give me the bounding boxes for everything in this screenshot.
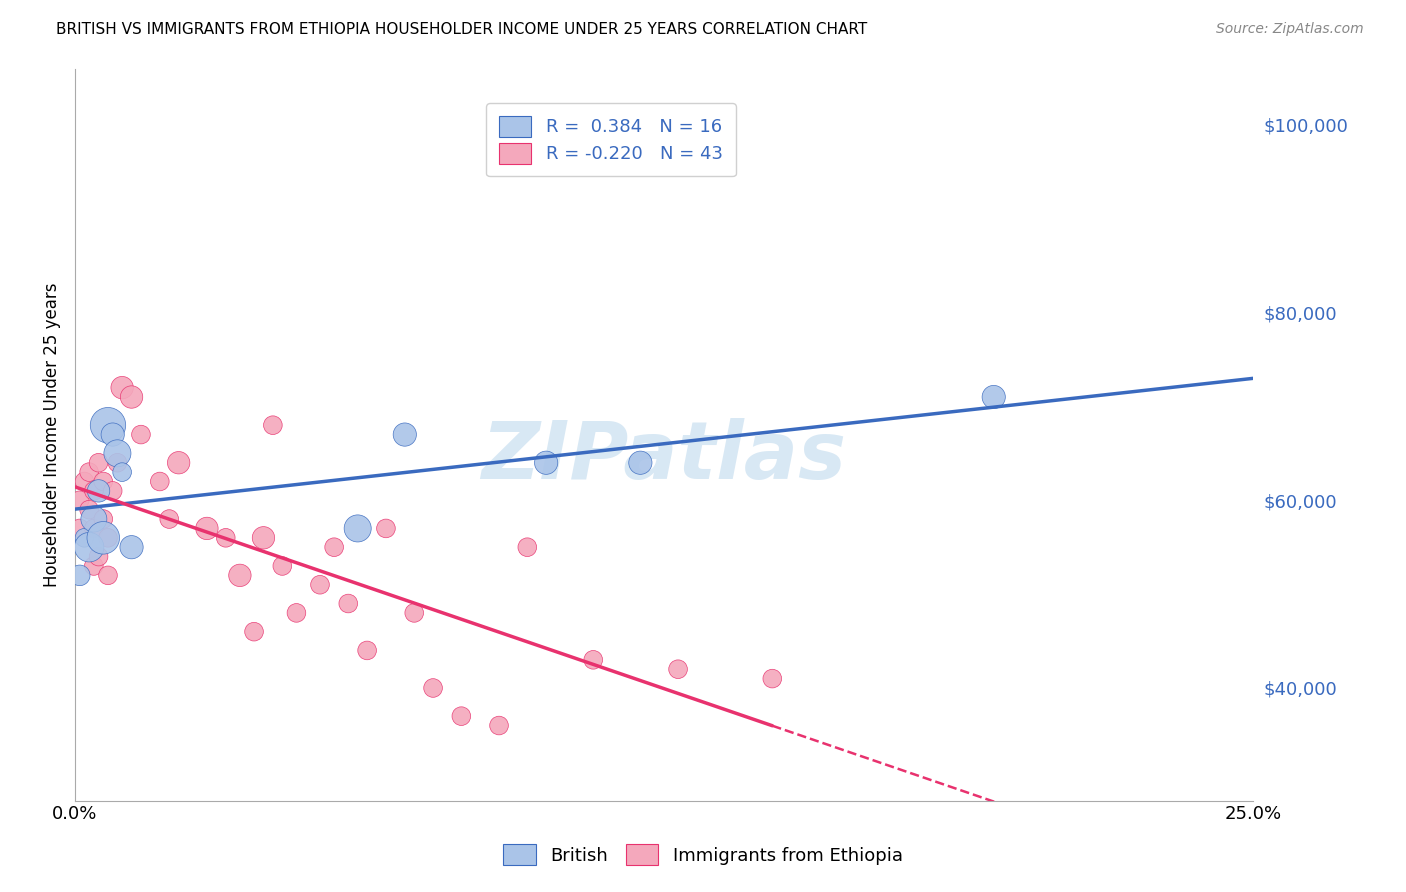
Point [107,456,129,470]
Point [121,540,143,554]
Point [404,606,426,620]
Point [229,568,252,582]
Point [337,597,360,611]
Text: ZIPatlas: ZIPatlas [481,417,846,496]
Point [83,512,105,526]
Y-axis label: Householder Income Under 25 years: Householder Income Under 25 years [44,283,60,587]
Point [666,662,689,676]
Legend: British, Immigrants from Ethiopia: British, Immigrants from Ethiopia [494,835,912,874]
Point [346,521,368,535]
Point [101,427,124,442]
Point [252,531,274,545]
Point [83,483,105,498]
Point [73,475,96,489]
Text: Source: ZipAtlas.com: Source: ZipAtlas.com [1216,22,1364,37]
Point [87,483,110,498]
Point [97,568,120,582]
Legend: R =  0.384   N = 16, R = -0.220   N = 43: R = 0.384 N = 16, R = -0.220 N = 43 [486,103,735,177]
Point [73,531,96,545]
Point [323,540,346,554]
Point [167,456,190,470]
Point [157,512,180,526]
Point [422,681,444,695]
Point [87,549,110,564]
Point [285,606,308,620]
Point [488,718,510,732]
Point [111,465,134,479]
Point [262,418,284,433]
Point [87,456,110,470]
Point [149,475,172,489]
Point [69,521,91,535]
Point [271,558,294,573]
Point [121,390,143,404]
Point [111,381,134,395]
Point [69,568,91,582]
Text: BRITISH VS IMMIGRANTS FROM ETHIOPIA HOUSEHOLDER INCOME UNDER 25 YEARS CORRELATIO: BRITISH VS IMMIGRANTS FROM ETHIOPIA HOUS… [56,22,868,37]
Point [195,521,218,535]
Point [91,531,114,545]
Point [582,653,605,667]
Point [101,483,124,498]
Point [309,578,332,592]
Point [77,540,100,554]
Point [97,531,120,545]
Point [91,475,114,489]
Point [534,456,557,470]
Point [91,512,114,526]
Point [394,427,416,442]
Point [375,521,398,535]
Point [628,456,651,470]
Point [107,446,129,460]
Point [97,418,120,433]
Point [215,531,238,545]
Point [243,624,266,639]
Point [77,465,100,479]
Point [450,709,472,723]
Point [129,427,152,442]
Point [69,493,91,508]
Point [77,502,100,516]
Point [83,521,105,535]
Point [83,558,105,573]
Point [983,390,1005,404]
Point [761,672,783,686]
Point [356,643,378,657]
Point [516,540,538,554]
